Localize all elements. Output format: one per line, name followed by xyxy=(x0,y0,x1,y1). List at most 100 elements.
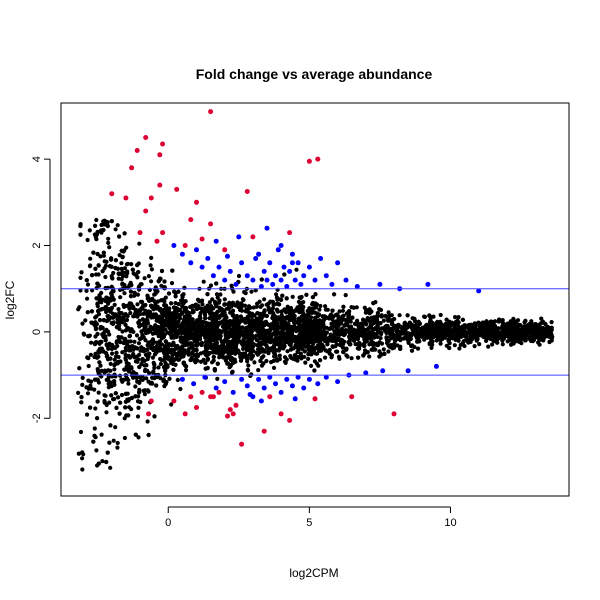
cloud-point xyxy=(197,328,202,333)
cloud-point xyxy=(78,275,83,280)
cloud-point xyxy=(124,274,129,279)
cloud-point xyxy=(128,294,134,299)
cloud-point xyxy=(76,307,81,312)
cloud-point xyxy=(120,281,125,286)
cloud-point xyxy=(181,360,186,365)
cloud-point xyxy=(291,346,296,351)
cloud-point xyxy=(201,328,206,333)
cloud-point xyxy=(384,335,389,340)
cloud-point xyxy=(118,295,123,300)
cloud-point xyxy=(152,299,157,304)
cloud-point xyxy=(246,368,251,373)
cloud-point xyxy=(285,349,290,354)
cloud-point xyxy=(527,322,532,327)
cloud-point xyxy=(152,365,157,370)
cloud-point xyxy=(446,328,451,333)
cloud-point xyxy=(378,307,384,313)
cloud-point xyxy=(312,359,317,364)
cloud-point xyxy=(97,298,102,303)
cloud-point xyxy=(207,339,212,344)
cloud-point xyxy=(337,309,342,314)
cloud-point xyxy=(329,321,334,326)
cloud-point xyxy=(212,331,217,336)
cloud-point xyxy=(105,353,110,358)
cloud-point xyxy=(83,318,88,323)
cloud-point xyxy=(289,312,294,318)
cloud-point xyxy=(124,367,129,372)
cloud-point xyxy=(340,308,346,313)
cloud-point xyxy=(101,318,106,323)
cloud-point xyxy=(277,325,282,330)
cloud-point xyxy=(150,341,155,346)
cloud-point xyxy=(95,301,100,306)
cloud-point xyxy=(261,348,266,353)
cloud-point xyxy=(124,270,129,275)
cloud-point xyxy=(543,321,548,326)
cloud-point xyxy=(351,305,356,310)
cloud-point xyxy=(349,356,354,361)
cloud-point xyxy=(334,342,339,347)
cloud-point xyxy=(398,324,403,329)
cloud-point xyxy=(315,339,320,344)
cloud-point xyxy=(282,344,287,349)
cloud-point xyxy=(217,333,222,338)
cloud-point xyxy=(133,394,138,399)
cloud-point xyxy=(139,336,144,341)
cloud-point xyxy=(119,261,124,266)
cloud-point xyxy=(104,410,109,415)
cloud-point xyxy=(103,274,108,280)
cloud-point xyxy=(127,306,132,311)
cloud-point xyxy=(261,361,266,366)
cloud-point xyxy=(500,338,505,343)
cloud-point xyxy=(266,330,272,335)
cloud-point xyxy=(120,255,125,260)
cloud-point xyxy=(326,338,331,343)
cloud-point xyxy=(91,250,96,255)
cloud-point xyxy=(261,341,266,346)
cloud-point xyxy=(204,339,209,344)
cloud-point xyxy=(123,356,128,361)
cloud-point xyxy=(150,370,156,375)
cloud-point xyxy=(76,390,81,395)
cloud-point xyxy=(294,326,300,331)
cloud-point xyxy=(355,346,360,351)
cloud-point xyxy=(371,301,376,306)
cloud-point xyxy=(237,326,242,331)
cloud-point xyxy=(149,267,154,272)
cloud-point xyxy=(80,456,85,461)
cloud-point xyxy=(276,348,281,353)
cloud-point xyxy=(477,342,482,347)
cloud-point xyxy=(235,320,240,325)
cloud-point xyxy=(215,361,220,366)
cloud-point xyxy=(316,312,322,317)
cloud-point xyxy=(115,223,120,228)
cloud-point xyxy=(318,303,323,309)
cloud-point xyxy=(281,331,287,336)
cloud-point xyxy=(232,331,237,336)
cloud-point xyxy=(189,335,194,340)
cloud-point xyxy=(133,307,138,313)
cloud-point xyxy=(120,329,125,334)
cloud-point xyxy=(356,341,361,346)
cloud-point xyxy=(89,340,94,345)
cloud-point xyxy=(415,325,420,330)
cloud-point xyxy=(245,357,250,362)
cloud-point xyxy=(239,301,244,306)
cloud-point xyxy=(97,318,103,323)
cloud-point xyxy=(183,305,189,311)
cloud-point xyxy=(158,276,163,281)
cloud-point xyxy=(299,306,304,311)
cloud-point xyxy=(129,302,134,307)
cloud-point xyxy=(293,353,298,358)
cloud-point xyxy=(267,310,272,315)
cloud-point xyxy=(254,350,259,355)
cloud-point xyxy=(234,326,239,331)
cloud-point xyxy=(211,354,216,360)
cloud-point xyxy=(112,357,117,362)
cloud-point xyxy=(114,350,119,355)
cloud-point xyxy=(238,330,243,335)
cloud-point xyxy=(309,315,314,320)
cloud-point xyxy=(379,314,384,319)
cloud-point xyxy=(124,376,129,381)
